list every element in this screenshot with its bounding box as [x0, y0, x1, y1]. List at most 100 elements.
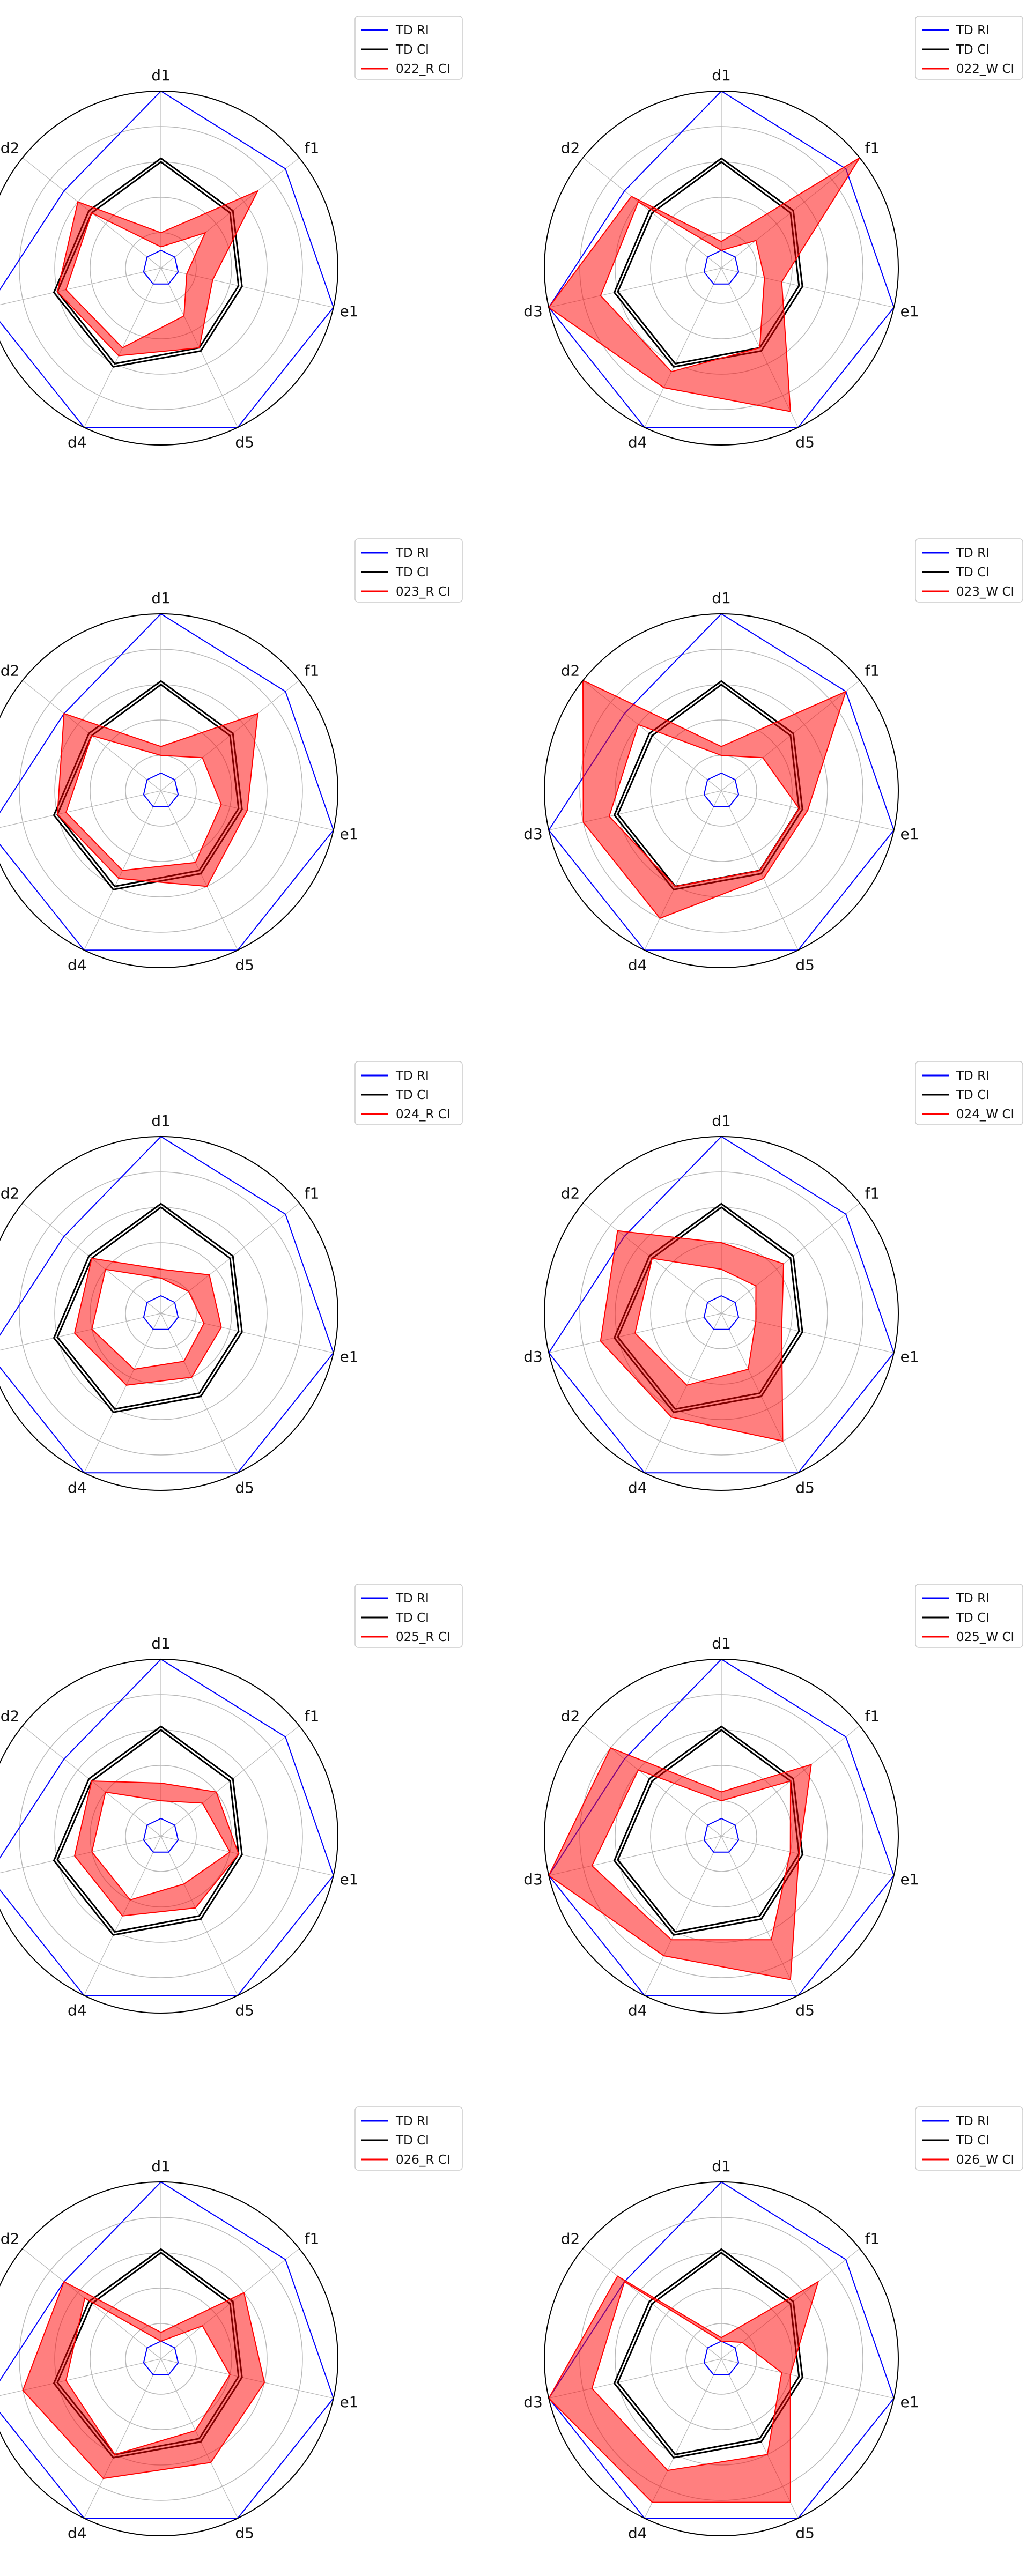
chart-2-axis-label-d4: d4	[628, 433, 647, 451]
chart-1-axis-label-d1: d1	[151, 66, 171, 84]
chart-5-legend-label-3: 024_R CI	[396, 1108, 450, 1122]
chart-7-series-td-ci-lower	[56, 1729, 240, 1933]
chart-1-axis-label-f1: f1	[305, 139, 320, 157]
chart-8: d1 f1 e1 d5 d4 d3 d2 TD RI TD CI 025_W CI	[523, 1584, 1023, 2019]
chart-8-series-025-w-ci-lower	[591, 1769, 792, 1941]
chart-3-axis-label-d1: d1	[151, 589, 171, 607]
chart-4-series-023-w-ci-lower	[608, 724, 800, 887]
chart-1-series-022-r-ci-lower	[65, 212, 206, 348]
chart-8-legend-label-2: TD CI	[956, 1611, 989, 1625]
chart-4-series-023-w-ci-band	[583, 680, 846, 918]
chart-8-axis-label-d4: d4	[628, 2001, 647, 2019]
chart-8-spoke-d4	[644, 1836, 722, 1996]
chart-5-axis-label-d2: d2	[1, 1185, 20, 1202]
chart-6-axis-label-d5: d5	[795, 1479, 815, 1496]
chart-2-axis-label-d5: d5	[795, 433, 815, 451]
chart-7-axis-label-d2: d2	[1, 1708, 20, 1725]
chart-7-legend-box	[354, 1584, 463, 1648]
chart-2-series-td-ri-lower	[703, 249, 740, 285]
chart-9-legend-label-1: TD RI	[395, 2114, 429, 2128]
chart-10-outer-ring	[544, 2181, 899, 2536]
chart-1-outer-ring	[0, 91, 338, 446]
chart-6-axis-label-d3: d3	[523, 1348, 543, 1365]
chart-1-axis-label-d5: d5	[235, 433, 254, 451]
chart-5-axis-label-d5: d5	[235, 1479, 254, 1496]
chart-9-axis-label-e1: e1	[339, 2393, 358, 2411]
chart-2-axis-label-d3: d3	[523, 302, 543, 320]
chart-4-legend-label-2: TD CI	[956, 566, 989, 580]
chart-2-spoke-e1	[721, 268, 894, 308]
chart-6-spoke-e1	[721, 1313, 894, 1353]
chart-8-legend: TD RI TD CI 025_W CI	[915, 1584, 1023, 1648]
chart-3-axis-label-d4: d4	[68, 956, 87, 974]
chart-7-axis-label-f1: f1	[305, 1708, 320, 1725]
chart-8-axis-label-e1: e1	[900, 1870, 919, 1888]
chart-7-series-td-ri-upper	[0, 1658, 334, 1996]
chart-7-axis-label-d1: d1	[151, 1635, 171, 1652]
chart-7-series-td-ri-lower	[143, 1817, 179, 1853]
chart-8-legend-label-3: 025_W CI	[956, 1630, 1014, 1644]
chart-3-axis-label-d5: d5	[235, 956, 254, 974]
chart-4-axis-label-d1: d1	[712, 589, 731, 607]
chart-1-legend: TD RI TD CI 022_R CI	[354, 16, 463, 80]
chart-4-legend: TD RI TD CI 023_W CI	[915, 538, 1023, 603]
chart-1-legend-label-2: TD CI	[395, 43, 429, 57]
chart-10-legend-label-2: TD CI	[956, 2134, 989, 2148]
chart-10-series-026-w-ci-lower	[591, 2281, 782, 2471]
chart-10-legend-box	[915, 2106, 1023, 2171]
chart-7-series-025-r-ci-lower	[91, 1791, 231, 1901]
chart-6-series-024-w-ci-band	[600, 1230, 784, 1441]
chart-7-legend-label-3: 025_R CI	[396, 1630, 450, 1644]
chart-5-spoke-d4	[84, 1313, 161, 1473]
chart-9-series-026-r-ci-lower	[65, 2297, 231, 2455]
chart-5-axis-label-d1: d1	[151, 1112, 171, 1130]
chart-2-legend-label-3: 022_W CI	[956, 62, 1014, 76]
chart-8-legend-label-1: TD RI	[956, 1592, 989, 1606]
chart-9-axis-label-d4: d4	[68, 2524, 87, 2542]
chart-10-series-td-ri-lower	[703, 2340, 740, 2375]
chart-5-legend-label-2: TD CI	[395, 1088, 429, 1102]
chart-6-legend-label-2: TD CI	[956, 1088, 989, 1102]
chart-7-outer-ring	[0, 1659, 338, 2014]
chart-1-spoke-d3	[0, 268, 161, 306]
chart-6-series-024-w-ci-upper	[600, 1230, 785, 1442]
chart-9-legend-label-2: TD CI	[395, 2134, 429, 2148]
chart-4-axis-label-f1: f1	[865, 662, 880, 680]
chart-10-legend: TD RI TD CI 026_W CI	[915, 2106, 1023, 2171]
chart-7-legend-label-2: TD CI	[395, 1611, 429, 1625]
chart-8-axis-label-d5: d5	[795, 2001, 815, 2019]
chart-4-legend-label-1: TD RI	[956, 546, 989, 560]
chart-8-axis-label-d1: d1	[712, 1635, 731, 1652]
chart-4-spoke-d3	[549, 790, 722, 830]
chart-4-axis-label-d3: d3	[523, 825, 543, 843]
chart-10-axis-label-e1: e1	[900, 2393, 919, 2411]
chart-6-axis-label-d2: d2	[561, 1185, 580, 1202]
chart-5-series-024-r-ci-upper	[74, 1257, 222, 1386]
chart-6-legend: TD RI TD CI 024_W CI	[915, 1061, 1023, 1125]
chart-5-axis-label-f1: f1	[305, 1185, 320, 1202]
chart-9-series-026-r-ci-band	[23, 2282, 264, 2478]
chart-4-axis-label-d5: d5	[795, 956, 815, 974]
chart-9-legend-label-3: 026_R CI	[396, 2153, 450, 2167]
chart-10-series-026-w-ci-band	[549, 2276, 818, 2503]
chart-6-legend-box	[915, 1061, 1023, 1125]
chart-4-series-td-ri-lower	[703, 772, 740, 807]
chart-3-series-td-ri-upper	[0, 613, 334, 951]
chart-9-axis-label-d2: d2	[1, 2230, 20, 2248]
chart-2-axis-label-e1: e1	[900, 302, 919, 320]
chart-3-series-td-ri-lower	[143, 772, 179, 807]
chart-6-outer-ring	[544, 1136, 899, 1491]
chart-8-outer-ring	[544, 1659, 899, 2014]
chart-2-series-022-w-ci-lower	[600, 201, 765, 373]
chart-9-series-td-ri-lower	[143, 2340, 179, 2375]
chart-9-series-td-ri-upper	[0, 2181, 334, 2519]
chart-9-outer-ring	[0, 2181, 338, 2536]
chart-3-legend-label-2: TD CI	[395, 566, 429, 580]
chart-6-series-td-ri-upper	[548, 1135, 895, 1474]
chart-7-spoke-e1	[160, 1836, 334, 1876]
chart-5-series-td-ri-upper	[0, 1135, 334, 1474]
chart-1-series-022-r-ci-upper	[56, 189, 259, 357]
chart-10: d1 f1 e1 d5 d4 d3 d2 TD RI TD CI 026_W CI	[523, 2106, 1023, 2542]
